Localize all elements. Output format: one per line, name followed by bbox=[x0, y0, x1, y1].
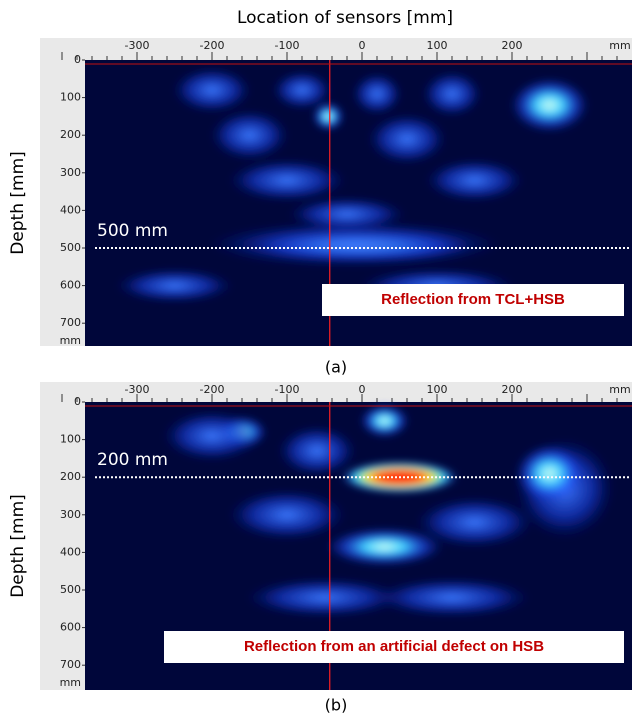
annotation-box bbox=[322, 284, 624, 316]
reflection-blob bbox=[278, 426, 356, 476]
y-tick-label: 100 bbox=[60, 91, 81, 104]
y-tick-label: 300 bbox=[60, 508, 81, 521]
y-tick-label: 200 bbox=[60, 470, 81, 483]
caption: (a) bbox=[325, 358, 347, 377]
x-tick-label: 0 bbox=[359, 383, 366, 396]
depth-marker: 500 mm bbox=[97, 221, 168, 241]
y-tick-label: 0 bbox=[74, 53, 81, 66]
y-tick-label: 0 bbox=[74, 395, 81, 408]
y-tick-label: 300 bbox=[60, 166, 81, 179]
y-tick-label: 400 bbox=[60, 545, 81, 558]
y-tick-label: 700 bbox=[60, 658, 81, 671]
reflection-blob bbox=[208, 222, 501, 267]
reflection-blob bbox=[368, 114, 446, 164]
y-tick-label: 700 bbox=[60, 316, 81, 329]
x-tick-label: -200 bbox=[200, 39, 225, 52]
reflection-blob bbox=[360, 404, 409, 438]
x-tick-label: mm bbox=[609, 39, 630, 52]
y-tick-label: 600 bbox=[60, 279, 81, 292]
x-tick-label: 200 bbox=[502, 383, 523, 396]
x-tick-label: 100 bbox=[427, 39, 448, 52]
annotation: Reflection from an artificial defect on … bbox=[244, 638, 544, 655]
y-axis-title: Depth [mm] bbox=[8, 151, 28, 255]
reflection-blob bbox=[288, 197, 406, 231]
y-axis-title: Depth [mm] bbox=[8, 494, 28, 598]
reflection-blob bbox=[173, 67, 251, 113]
reflection-blob bbox=[374, 578, 530, 617]
annotation-box bbox=[164, 631, 624, 663]
reflection-blob bbox=[116, 269, 233, 303]
reflection-blob bbox=[210, 110, 289, 160]
x-tick-label: 200 bbox=[502, 39, 523, 52]
x-tick-label: -200 bbox=[200, 383, 225, 396]
depth-marker: 200 mm bbox=[97, 450, 168, 470]
caption: (b) bbox=[325, 696, 348, 715]
y-tick-label: mm bbox=[60, 334, 81, 347]
reflection-blob bbox=[163, 411, 261, 461]
y-tick-label: 500 bbox=[60, 241, 81, 254]
reflection-blob bbox=[422, 71, 482, 117]
x-tick-label: -300 bbox=[125, 39, 150, 52]
annotation: Reflection from TCL+HSB bbox=[381, 291, 565, 308]
y-tick-label: mm bbox=[60, 676, 81, 689]
y-tick-label: 600 bbox=[60, 621, 81, 634]
y-tick-label: 100 bbox=[60, 433, 81, 446]
reflection-blob bbox=[510, 77, 589, 133]
reflection-blob bbox=[326, 527, 443, 566]
reflection-blob bbox=[246, 578, 403, 617]
x-tick-label: -100 bbox=[275, 383, 300, 396]
reflection-blob bbox=[228, 159, 346, 201]
reflection-blob bbox=[352, 73, 402, 115]
y-tick-label: 400 bbox=[60, 203, 81, 216]
reflection-blob bbox=[228, 490, 346, 540]
reflection-blob bbox=[515, 444, 584, 503]
x-tick-label: -100 bbox=[275, 39, 300, 52]
y-tick-label: 500 bbox=[60, 583, 81, 596]
x-tick-label: -300 bbox=[125, 383, 150, 396]
reflection-blob bbox=[312, 102, 344, 131]
reflection-blob bbox=[425, 159, 524, 201]
reflection-blob bbox=[272, 71, 332, 109]
tomogram bbox=[163, 404, 614, 617]
x-tick-label: 0 bbox=[359, 39, 366, 52]
x-tick-label: 100 bbox=[427, 383, 448, 396]
x-axis-title: Location of sensors [mm] bbox=[237, 8, 453, 28]
x-tick-label: mm bbox=[609, 383, 630, 396]
y-tick-label: 200 bbox=[60, 128, 81, 141]
reflection-blob bbox=[416, 497, 533, 547]
